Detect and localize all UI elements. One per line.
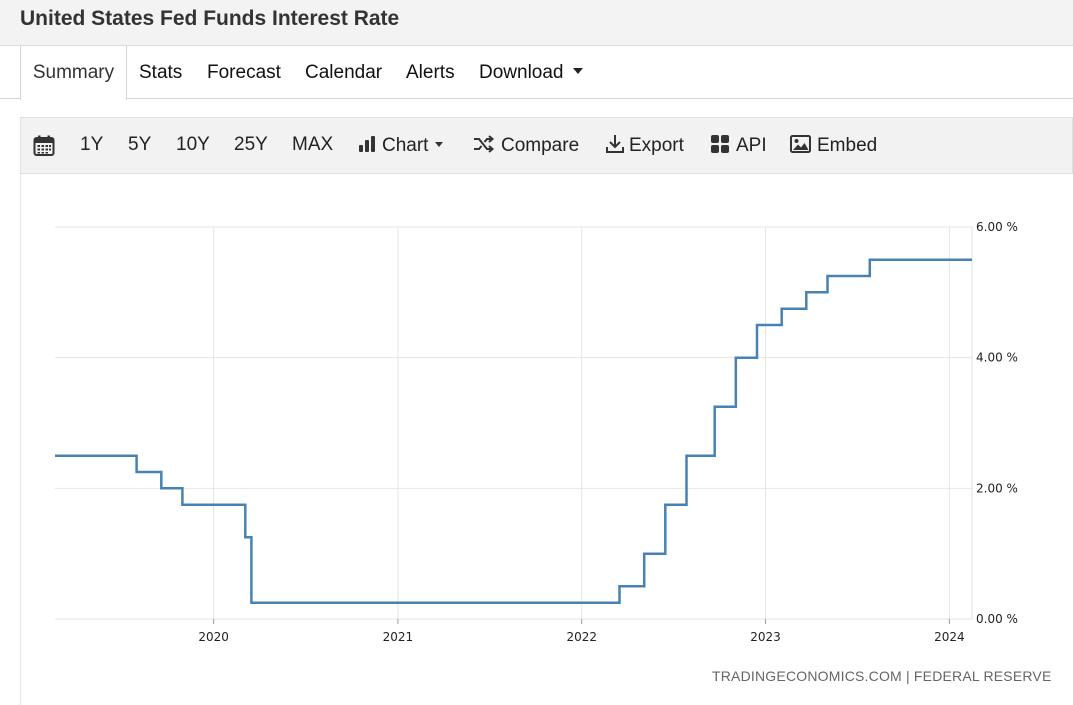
bar-chart-icon xyxy=(358,116,376,171)
download-icon xyxy=(605,116,625,171)
calendar-icon xyxy=(33,135,55,156)
y-tick-label: 4.00 % xyxy=(976,351,1018,365)
export-label: Export xyxy=(629,135,684,156)
api-button[interactable]: API xyxy=(710,118,767,173)
series-line xyxy=(55,258,972,604)
x-tick-label: 2022 xyxy=(566,630,597,644)
chart-type-label: Chart xyxy=(382,135,429,156)
chevron-down-icon xyxy=(435,142,444,148)
fed-funds-chart: 0.00 % 2.00 % 4.00 % 6.00 % 2020 2021 2022 2023… xyxy=(55,220,1018,644)
tab-alerts[interactable]: Alerts xyxy=(406,62,455,83)
y-tick-label: 0.00 % xyxy=(976,612,1018,626)
chart-type-dropdown[interactable]: Chart xyxy=(358,116,444,173)
grid-layer xyxy=(55,226,972,620)
chart-toolbar: 1Y 5Y 10Y 25Y MAX Chart Compare Export A… xyxy=(20,117,1073,174)
embed-label: Embed xyxy=(817,135,878,156)
y-tick-label: 2.00 % xyxy=(976,481,1018,495)
axis-layer: 0.00 % 2.00 % 4.00 % 6.00 % 2020 2021 2022 2023… xyxy=(198,220,1018,644)
page-title: United States Fed Funds Interest Rate xyxy=(20,7,400,30)
x-tick-label: 2024 xyxy=(934,630,965,644)
api-grid-icon xyxy=(710,116,730,171)
range-1y-button[interactable]: 1Y xyxy=(80,134,104,155)
y-tick-label: 6.00 % xyxy=(976,220,1018,234)
embed-button[interactable]: Embed xyxy=(790,118,877,173)
range-10y-button[interactable]: 10Y xyxy=(176,134,210,155)
tab-download[interactable]: Download xyxy=(479,46,583,99)
tab-calendar[interactable]: Calendar xyxy=(305,62,383,83)
tab-download-label: Download xyxy=(479,62,564,83)
tab-summary[interactable]: Summary xyxy=(20,46,127,100)
x-tick-label: 2020 xyxy=(198,630,229,644)
calendar-button[interactable] xyxy=(33,118,55,173)
chevron-down-icon xyxy=(572,68,583,75)
range-max-button[interactable]: MAX xyxy=(292,134,334,155)
chart-area: 0.00 % 2.00 % 4.00 % 6.00 % 2020 2021 2022 2023… xyxy=(20,174,1073,705)
compare-button[interactable]: Compare xyxy=(473,118,579,173)
image-icon xyxy=(790,116,811,171)
export-button[interactable]: Export xyxy=(605,118,684,173)
range-5y-button[interactable]: 5Y xyxy=(128,134,152,155)
shuffle-icon xyxy=(473,116,495,171)
x-tick-label: 2021 xyxy=(383,630,414,644)
range-25y-button[interactable]: 25Y xyxy=(234,134,268,155)
x-tick-label: 2023 xyxy=(750,630,781,644)
source-credit: TRADINGECONOMICS.COM | FEDERAL RESERVE xyxy=(712,668,1052,684)
tab-stats[interactable]: Stats xyxy=(139,62,183,83)
tab-bar: Summary Stats Forecast Calendar Alerts D… xyxy=(0,46,1073,100)
tab-forecast[interactable]: Forecast xyxy=(207,62,281,83)
compare-label: Compare xyxy=(501,135,580,156)
api-label: API xyxy=(736,135,767,156)
title-bar: United States Fed Funds Interest Rate xyxy=(0,0,1073,46)
